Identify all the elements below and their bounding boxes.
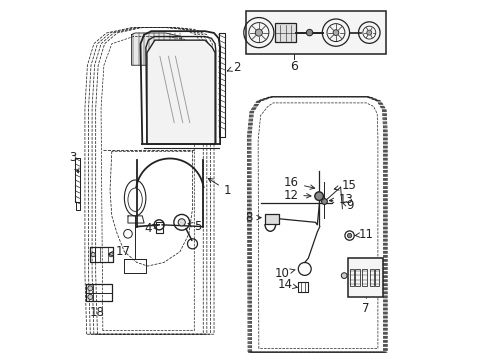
Bar [369,269,373,286]
Polygon shape [147,40,215,144]
Text: 3: 3 [69,151,79,173]
Text: 17: 17 [108,245,130,258]
Circle shape [346,233,351,238]
Circle shape [341,273,346,279]
Text: 8: 8 [245,211,261,224]
Circle shape [178,219,185,226]
Bar [349,269,353,286]
Circle shape [321,199,326,204]
Text: 7: 7 [361,302,369,315]
Text: 6: 6 [289,60,297,73]
Text: 5: 5 [188,220,201,233]
Text: 10: 10 [274,267,295,280]
Text: 14: 14 [277,278,297,291]
Circle shape [88,294,93,300]
Circle shape [88,286,93,291]
Text: 18: 18 [89,306,104,319]
Text: 1: 1 [208,179,231,197]
Circle shape [109,252,113,257]
Bar [362,269,366,286]
Text: 16: 16 [284,176,314,189]
Text: 15: 15 [334,179,355,192]
Bar [246,11,386,54]
Bar [355,269,359,286]
Text: 4: 4 [144,221,158,235]
Circle shape [91,252,95,257]
Text: 9: 9 [342,199,353,212]
Text: 13: 13 [328,193,353,206]
Bar [274,23,295,42]
Circle shape [314,192,323,201]
Bar [348,258,383,297]
Polygon shape [131,33,182,65]
Text: 11: 11 [354,228,373,241]
Circle shape [366,30,371,35]
Polygon shape [264,215,278,224]
Text: 12: 12 [283,189,310,202]
Bar [374,269,379,286]
Circle shape [255,29,262,36]
Circle shape [306,30,312,36]
Text: 2: 2 [227,60,240,73]
Circle shape [332,30,338,36]
